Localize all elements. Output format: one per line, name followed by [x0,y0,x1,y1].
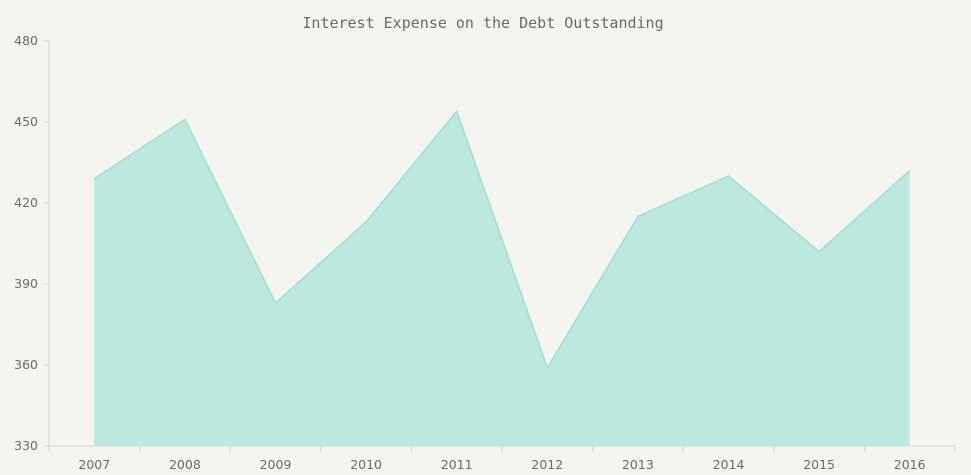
data-point-2012[interactable] [544,365,550,371]
plot-area: 330 360 390 420 450 480 2007 2008 2009 2010 2011 20… [14,33,956,472]
data-point-2014[interactable] [726,173,732,179]
x-tick-label-2010: 2010 [350,457,382,472]
x-tick-label-2009: 2009 [260,457,292,472]
data-point-2007[interactable] [91,176,97,182]
y-tick-label: 360 [14,357,38,372]
x-tick-label-2008: 2008 [169,457,201,472]
data-point-2009[interactable] [273,300,279,306]
data-point-2011[interactable] [454,108,460,114]
data-point-2015[interactable] [816,249,822,255]
data-point-2010[interactable] [363,219,369,225]
x-tick-label-2012: 2012 [531,457,563,472]
data-point-2008[interactable] [182,116,188,122]
y-tick-label: 420 [14,195,38,210]
x-tick-label-2015: 2015 [803,457,835,472]
area-series-layer [91,108,913,446]
area-line [93,109,911,370]
x-tick-label-2007: 2007 [78,457,110,472]
y-tick-label: 390 [14,276,38,291]
x-tick-label-2014: 2014 [713,457,745,472]
y-tick-label: 480 [14,33,38,48]
data-point-2016[interactable] [907,168,913,174]
area-fill [94,111,910,446]
x-tick-label-2013: 2013 [622,457,654,472]
data-point-2013[interactable] [635,214,641,220]
x-tick-label-2011: 2011 [441,457,473,472]
x-tick-label-2016: 2016 [894,457,926,472]
y-tick-label: 450 [14,114,38,129]
chart-title: Interest Expense on the Debt Outstanding [302,14,663,32]
y-tick-label: 330 [14,438,38,453]
axes: 330 360 390 420 450 480 2007 2008 2009 2010 2011 20… [14,33,956,472]
